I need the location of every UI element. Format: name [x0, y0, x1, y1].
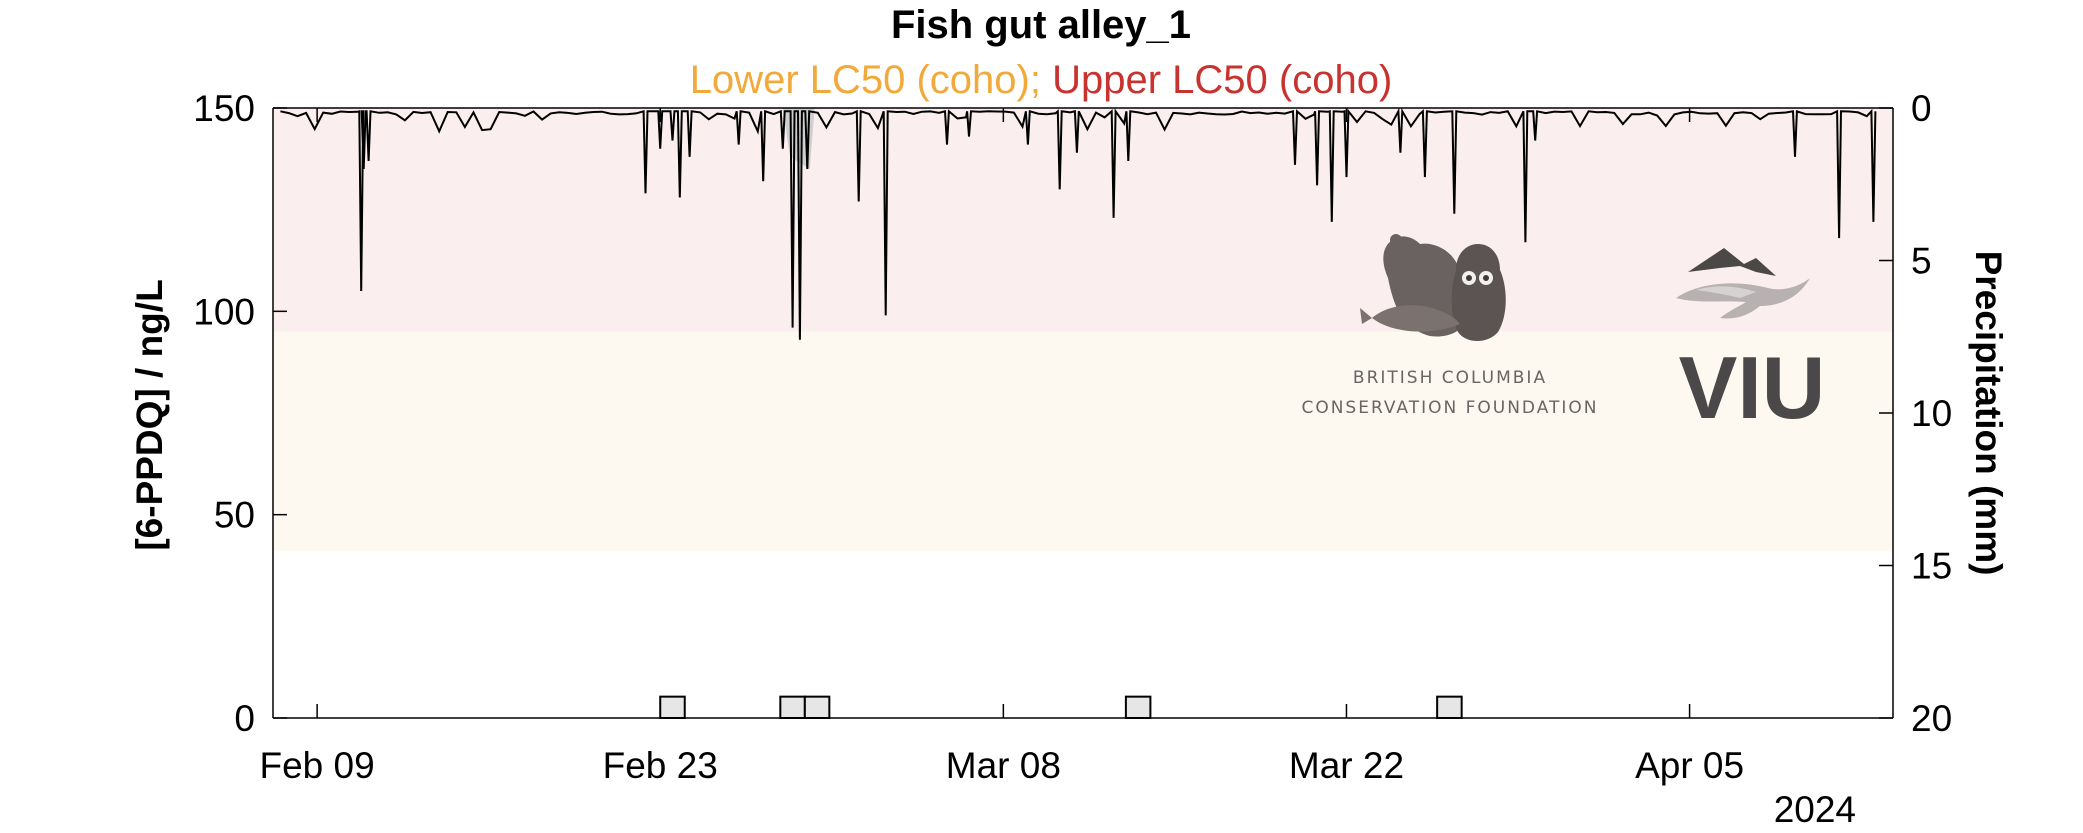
concentration-line: [280, 107, 1877, 340]
precip-bar-3: [1124, 695, 1152, 720]
y-tick-label-3: 150: [193, 88, 255, 129]
precip-bar-1: [779, 695, 806, 720]
bccf-logo: BRITISH COLUMBIA CONSERVATION FOUNDATION: [1301, 234, 1598, 418]
x-tick-label-4: Apr 05: [1635, 745, 1744, 786]
chart-title: Fish gut alley_1: [891, 3, 1191, 47]
mountain-leaf-icon: [1676, 248, 1810, 319]
y-axis-label: [6-PPDQ] / ng/L: [129, 279, 170, 550]
bear-owl-salmon-icon: [1360, 234, 1506, 341]
y-tick-label-2: 100: [193, 291, 255, 332]
y2-tick-label-1: 5: [1911, 241, 1932, 282]
precip-bar-4: [1436, 695, 1463, 720]
y2-tick-label-2: 10: [1911, 393, 1952, 434]
bccf-logo-line2: CONSERVATION FOUNDATION: [1301, 398, 1598, 418]
subtitle-part-1: ;: [1030, 58, 1052, 102]
lc50-band-1: [273, 331, 1893, 552]
y2-tick-label-0: 0: [1911, 88, 1932, 129]
precip-bar-2: [803, 695, 831, 720]
x-tick-label-0: Feb 09: [260, 745, 375, 786]
x-ticks: Feb 09 Feb 23 Mar 08 Mar 22 Apr 05: [260, 108, 1744, 786]
concentration-series: [280, 107, 1877, 340]
right-y-ticks: 0 5 10 15 20: [1879, 88, 1952, 739]
chart-subtitle: Lower LC50 (coho); Upper LC50 (coho): [690, 58, 1393, 102]
bccf-logo-line1: BRITISH COLUMBIA: [1353, 368, 1547, 388]
axes: [272, 107, 1894, 719]
left-y-ticks: 0 50 100 150: [193, 88, 287, 739]
precip-bar-0: [659, 695, 686, 720]
y2-tick-label-4: 20: [1911, 698, 1952, 739]
x-tick-label-3: Mar 22: [1289, 745, 1404, 786]
precipitation-bars: [659, 695, 1463, 720]
subtitle-part-0: Lower LC50 (coho): [690, 58, 1030, 102]
y-tick-label-0: 0: [234, 698, 255, 739]
x-tick-label-1: Feb 23: [603, 745, 718, 786]
viu-logo-text: VIU: [1679, 338, 1826, 437]
y-tick-label-1: 50: [214, 495, 255, 536]
lc50-bands: [273, 108, 1893, 552]
x-tick-label-2: Mar 08: [946, 745, 1061, 786]
y2-axis-label: Precipitation (mm): [1968, 251, 2009, 576]
y2-tick-label-3: 15: [1911, 546, 1952, 587]
year-label: 2024: [1774, 789, 1856, 830]
viu-logo: VIU: [1676, 248, 1825, 437]
lc50-band-0: [273, 108, 1893, 332]
subtitle-part-2: Upper LC50 (coho): [1052, 58, 1392, 102]
